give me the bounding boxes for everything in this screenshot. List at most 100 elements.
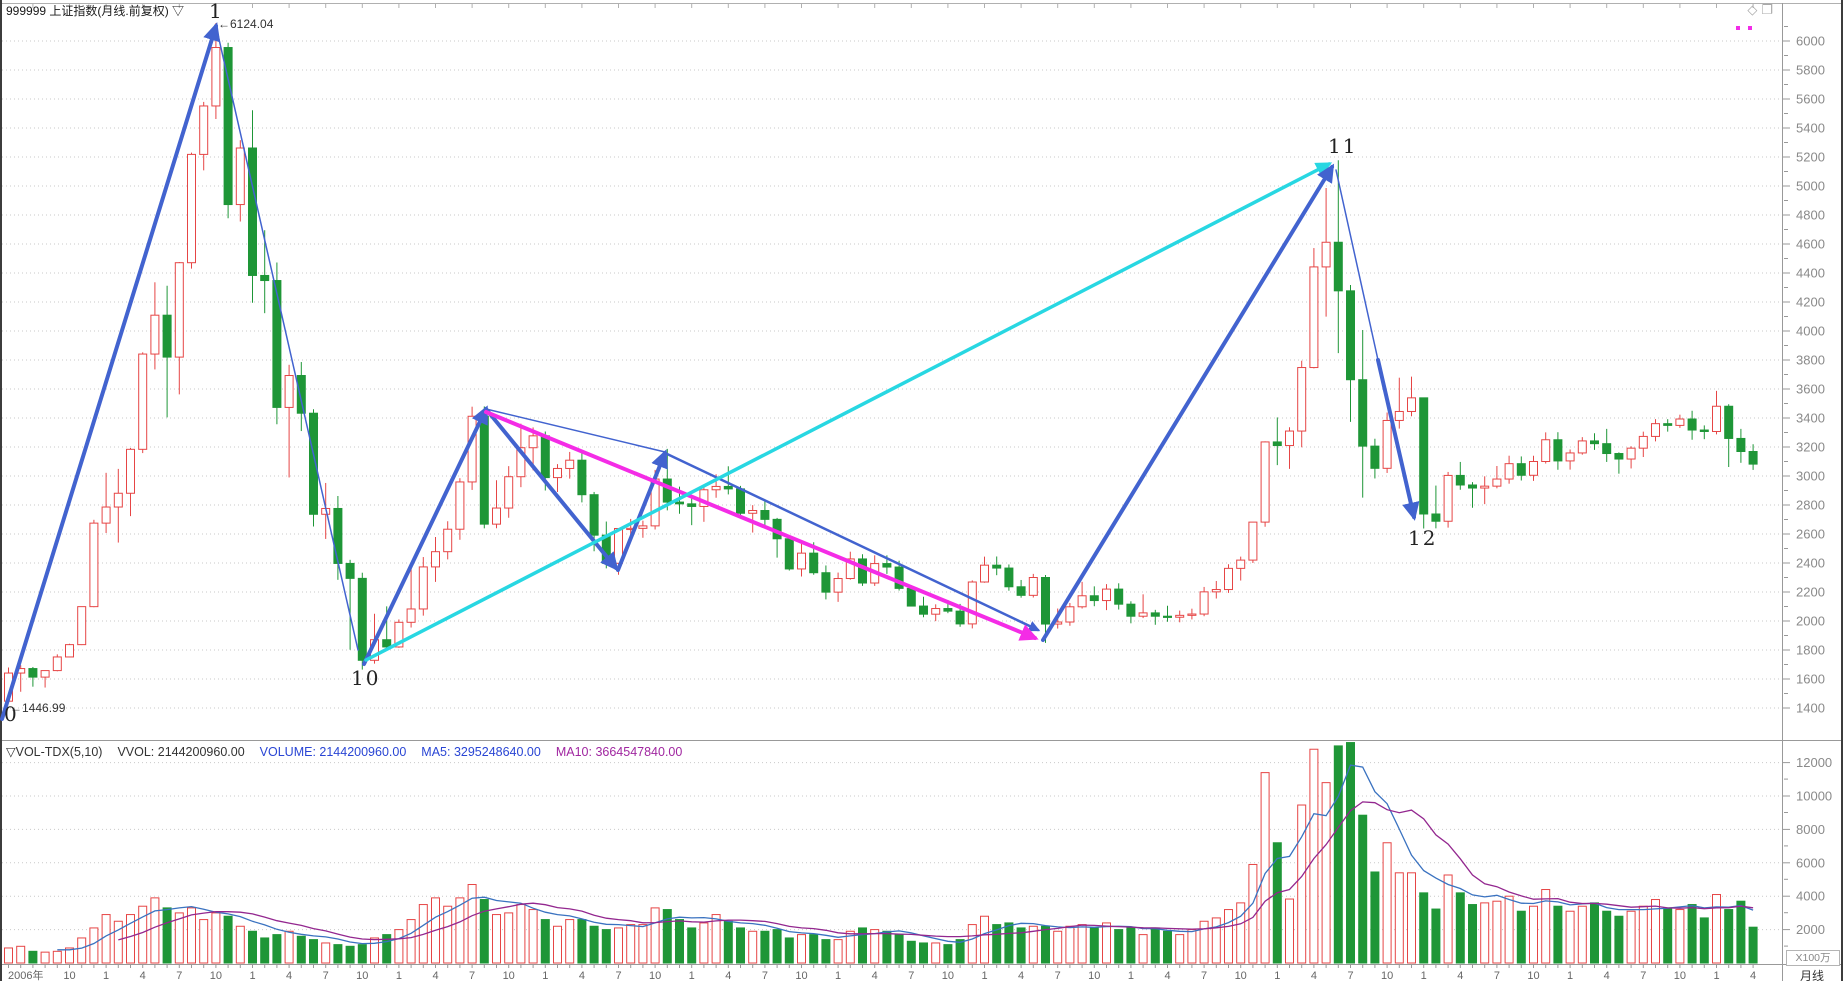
candle (40, 670, 50, 678)
volume-bar (333, 944, 343, 964)
trend-arrow[interactable] (1335, 169, 1379, 361)
drawing-handle-dot[interactable] (1748, 26, 1752, 30)
volume-bar (272, 934, 282, 964)
date-label: 4 (1164, 970, 1170, 981)
date-label: 4 (1311, 970, 1317, 981)
trend-arrow[interactable] (215, 25, 359, 651)
volume-bar (1053, 930, 1063, 964)
candle (1638, 435, 1648, 449)
price-extreme-marker: ←1446.99 (10, 701, 66, 715)
date-axis[interactable]: 2006年 10 1 4 7 10 1 4 7 10 1 4 7 10 1 4 7 10 1 4 7 10 1 4 7 10 1 4 7… (8, 3, 1756, 981)
volume-bar (1211, 917, 1221, 964)
candle (1736, 437, 1746, 452)
volume-bar (1358, 814, 1368, 964)
wave-number-labels[interactable]: 0 1 10 11 12 (4, 0, 1437, 726)
candle (1004, 567, 1014, 588)
candle (1309, 266, 1319, 369)
trend-arrow[interactable] (0, 22, 221, 721)
volume-bar (1565, 910, 1575, 964)
volume-bars-layer (4, 742, 1758, 964)
volume-bar (748, 930, 758, 964)
candle (565, 459, 575, 469)
volume-bar (1736, 900, 1746, 964)
trend-arrow[interactable] (663, 451, 1041, 632)
candle (845, 558, 855, 580)
candle (784, 538, 794, 570)
volume-bar (1016, 927, 1026, 964)
trend-arrow[interactable] (485, 408, 666, 453)
volume-bar (650, 907, 660, 964)
volume-bar (187, 907, 196, 964)
date-label: 4 (1018, 970, 1024, 981)
candle (187, 153, 196, 264)
svg-text:5200: 5200 (1796, 150, 1825, 165)
volume-bar (821, 939, 831, 964)
candle (1394, 410, 1404, 421)
trend-arrow[interactable] (616, 449, 668, 572)
volume-bar (992, 924, 1002, 964)
trend-arrow[interactable] (1376, 358, 1420, 521)
volume-bar (1651, 899, 1660, 964)
candle (809, 552, 819, 574)
ma5-value: MA5: 3295248640.00 (421, 744, 541, 759)
candle (1028, 577, 1038, 596)
trend-arrow[interactable] (484, 410, 1039, 641)
candle (1748, 450, 1758, 465)
candle (260, 274, 270, 282)
volume-bar (382, 934, 392, 964)
volume-bar (492, 914, 501, 964)
period-label[interactable]: 月线 (1799, 969, 1824, 981)
volume-bar (870, 929, 880, 964)
layers-icon[interactable]: ❐ (1761, 2, 1777, 17)
date-label: 1 (981, 970, 987, 981)
candle (418, 566, 428, 610)
svg-text:3400: 3400 (1796, 411, 1825, 426)
candle (162, 314, 172, 358)
svg-text:3000: 3000 (1796, 469, 1825, 484)
volume-indicator-name[interactable]: ▽VOL-TDX(5,10) (6, 745, 103, 759)
date-label: 10 (795, 970, 807, 981)
candle (1504, 463, 1514, 480)
trend-arrow[interactable] (362, 405, 488, 666)
wave-number-label[interactable]: 0 (4, 702, 19, 726)
volume-bar (1480, 902, 1490, 964)
date-label: 7 (323, 970, 329, 981)
volume-bar (40, 951, 50, 964)
svg-text:2400: 2400 (1796, 556, 1825, 571)
date-label: 1 (689, 970, 695, 981)
volume-bar (345, 945, 355, 964)
volume-bar (1699, 917, 1709, 964)
wave-number-label[interactable]: 10 (351, 666, 380, 690)
date-label: 4 (872, 970, 878, 981)
volume-bar (1724, 909, 1734, 964)
candle (858, 558, 867, 584)
volume-bar (772, 929, 782, 964)
date-label: 4 (286, 970, 292, 981)
candle (919, 605, 928, 615)
date-label: 10 (210, 970, 222, 981)
volume-bar (577, 919, 587, 964)
wave-number-label[interactable]: 11 (1328, 134, 1357, 158)
volume-bar (1346, 742, 1355, 964)
volume-bar (1590, 902, 1599, 964)
volume-bar (394, 929, 404, 964)
candle (126, 448, 135, 494)
diamond-icon[interactable]: ◇ (1747, 2, 1762, 17)
trend-arrow[interactable] (1041, 163, 1335, 642)
volume-indicator-header[interactable]: ▽VOL-TDX(5,10) VVOL: 2144200960.00 VOLUM… (6, 743, 682, 760)
wave-number-label[interactable]: 12 (1408, 526, 1437, 550)
trend-arrow[interactable] (364, 162, 1333, 662)
wave-annotation-lines[interactable] (0, 22, 1420, 721)
candle (711, 485, 721, 491)
svg-text:2200: 2200 (1796, 585, 1825, 600)
wave-number-label[interactable]: 1 (209, 0, 224, 23)
drawing-handle-dot[interactable] (1736, 26, 1740, 30)
chart-title[interactable]: 999999 上证指数(月线.前复权) ▽ (6, 4, 185, 18)
volume-bar (248, 930, 257, 964)
svg-text:6000: 6000 (1796, 855, 1825, 870)
volume-axis-labels: 12000 10000 8000 6000 4000 2000 (1782, 755, 1832, 947)
candle (492, 507, 501, 525)
volume-bar (528, 909, 538, 964)
candle (1529, 461, 1538, 476)
